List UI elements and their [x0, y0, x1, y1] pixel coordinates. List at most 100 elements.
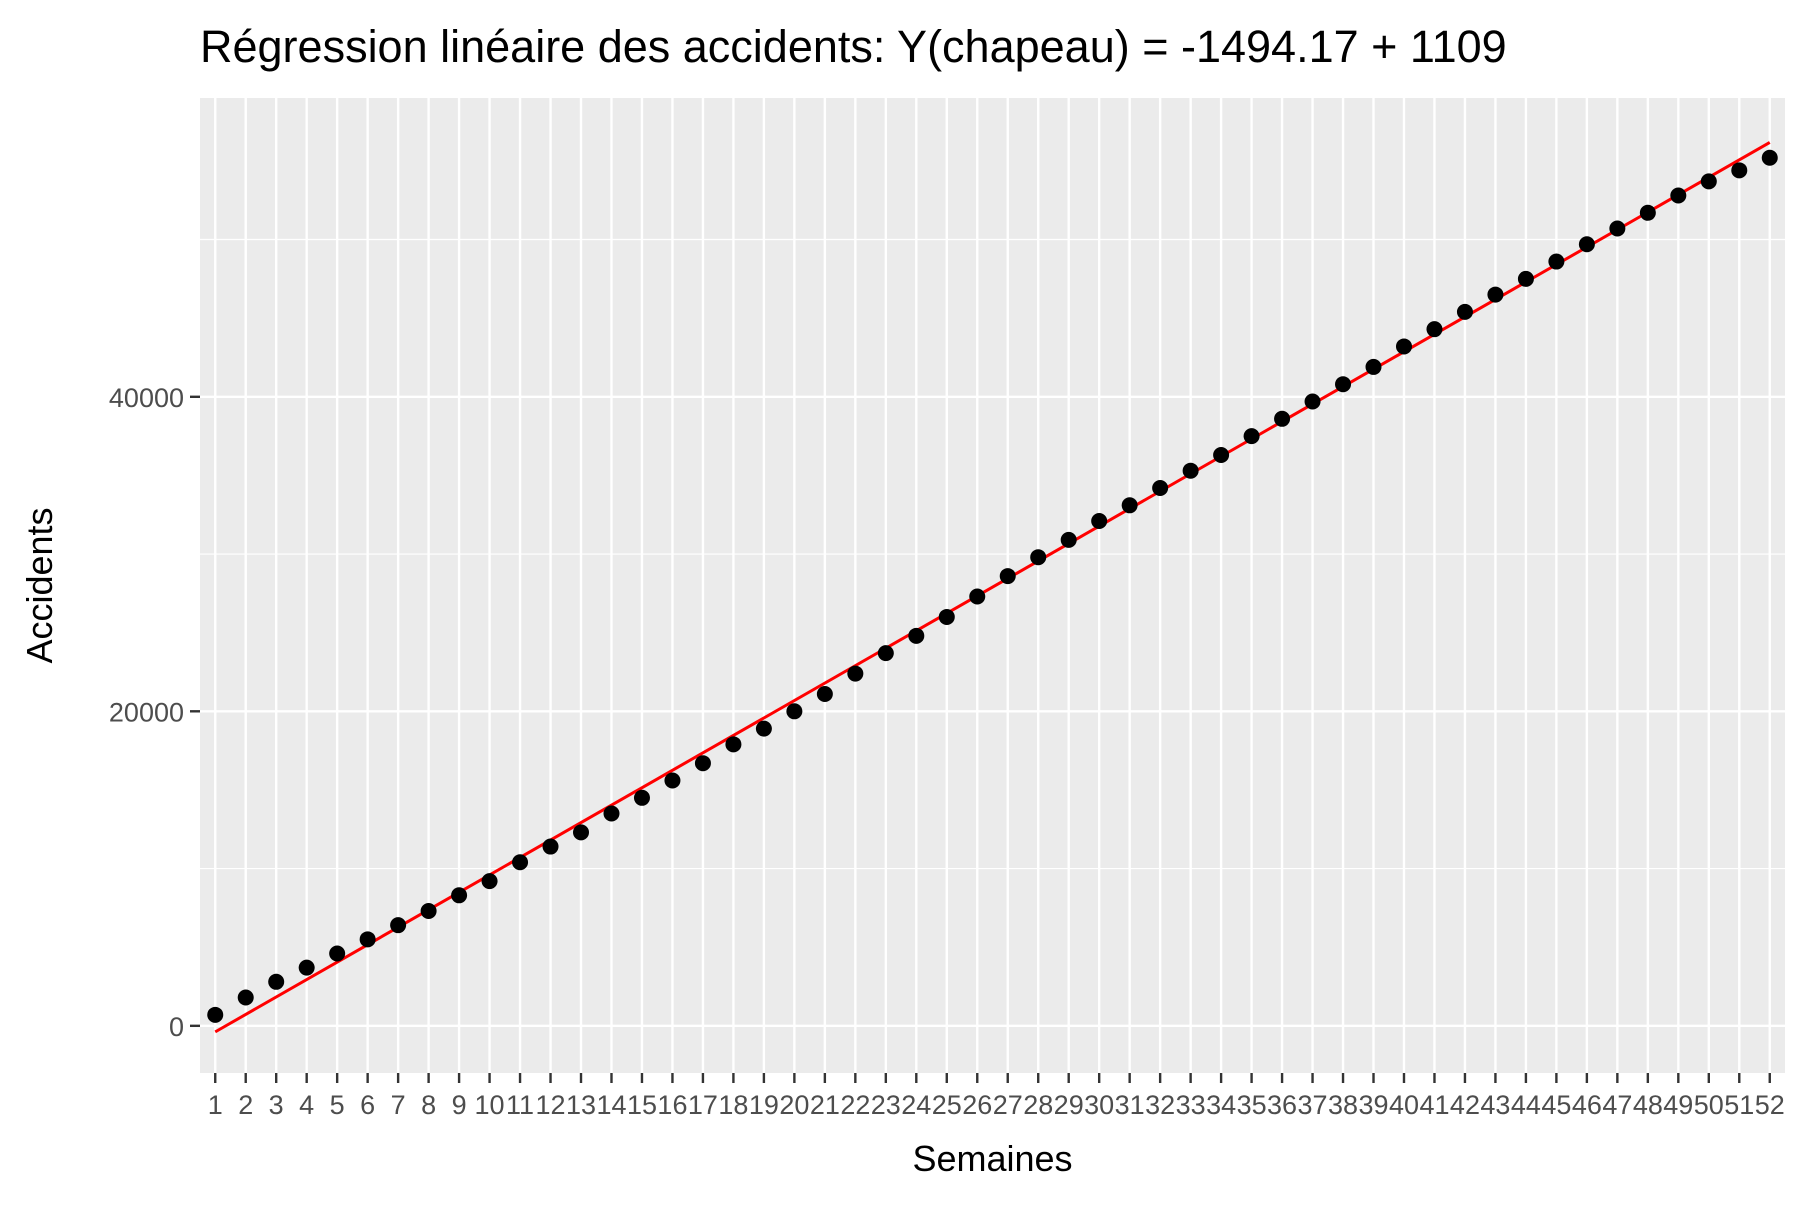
x-tick-label: 6	[360, 1090, 375, 1120]
y-tick-label: 40000	[109, 383, 184, 413]
data-point	[847, 665, 864, 682]
x-tick-label: 38	[1328, 1090, 1358, 1120]
x-tick-label: 23	[871, 1090, 901, 1120]
regression-line-layer	[214, 141, 1771, 1034]
data-point	[1670, 187, 1687, 204]
x-tick-label: 1	[208, 1090, 223, 1120]
data-point	[573, 824, 590, 841]
data-point	[1182, 462, 1199, 479]
data-point	[390, 917, 407, 934]
data-point	[1030, 549, 1047, 566]
data-point	[329, 945, 346, 962]
x-tick-label: 50	[1694, 1090, 1724, 1120]
x-tick-label: 49	[1663, 1090, 1693, 1120]
x-tick-label: 28	[1023, 1090, 1053, 1120]
x-tick-label: 14	[596, 1090, 626, 1120]
x-axis: 1 2 3 4 5 6 7 8 9 10 11 12 13 14 15 16 17 18 19 20 21 22 23 24 2…	[208, 1073, 1785, 1120]
x-tick-label: 3	[269, 1090, 284, 1120]
data-point	[603, 805, 620, 822]
x-tick-label: 5	[330, 1090, 345, 1120]
x-tick-label: 32	[1145, 1090, 1175, 1120]
x-tick-label: 11	[506, 1090, 534, 1120]
data-point	[451, 887, 468, 904]
x-tick-label: 47	[1602, 1090, 1632, 1120]
data-point	[1487, 286, 1504, 303]
x-tick-label: 43	[1480, 1090, 1510, 1120]
data-point	[1274, 410, 1291, 427]
data-point	[512, 854, 529, 871]
x-tick-label: 4	[299, 1090, 314, 1120]
x-tick-label: 30	[1084, 1090, 1114, 1120]
y-axis: 0 20000 40000	[109, 383, 200, 1042]
x-tick-label: 37	[1298, 1090, 1328, 1120]
x-tick-label: 31	[1115, 1090, 1145, 1120]
x-tick-label: 19	[749, 1090, 779, 1120]
data-point	[1060, 531, 1077, 548]
x-tick-label: 13	[566, 1090, 596, 1120]
x-tick-label: 39	[1358, 1090, 1388, 1120]
data-point	[1456, 303, 1473, 320]
x-tick-label: 42	[1450, 1090, 1480, 1120]
data-point	[1609, 220, 1626, 237]
data-point	[1395, 338, 1412, 355]
x-tick-label: 2	[238, 1090, 253, 1120]
x-tick-label: 34	[1206, 1090, 1236, 1120]
data-point	[1578, 236, 1595, 253]
data-point	[1548, 253, 1565, 270]
data-point	[969, 588, 986, 605]
x-tick-label: 26	[962, 1090, 992, 1120]
y-tick-label: 0	[169, 1012, 184, 1042]
data-point	[207, 1006, 224, 1023]
x-tick-label: 29	[1054, 1090, 1084, 1120]
data-point	[664, 772, 681, 789]
data-point	[938, 608, 955, 625]
chart-title: Régression linéaire des accidents: Y(cha…	[200, 21, 1507, 72]
data-point	[298, 959, 315, 976]
data-point	[999, 568, 1016, 585]
data-point	[633, 789, 650, 806]
x-tick-label: 21	[810, 1090, 840, 1120]
data-point	[1639, 204, 1656, 221]
data-point	[1700, 173, 1717, 190]
x-tick-label: 45	[1541, 1090, 1571, 1120]
data-point	[268, 973, 285, 990]
data-point	[786, 703, 803, 720]
x-tick-label: 15	[627, 1090, 657, 1120]
y-axis-title: Accidents	[19, 507, 60, 663]
x-tick-label: 12	[536, 1090, 566, 1120]
data-point	[420, 903, 437, 920]
data-point	[237, 989, 254, 1006]
data-point	[359, 931, 376, 948]
data-point	[1365, 358, 1382, 375]
x-tick-label: 48	[1633, 1090, 1663, 1120]
data-point	[755, 720, 772, 737]
y-tick-label: 20000	[109, 697, 184, 727]
x-tick-label: 40	[1389, 1090, 1419, 1120]
x-tick-label: 10	[475, 1090, 505, 1120]
grid-minor	[200, 238, 1785, 870]
x-tick-label: 9	[452, 1090, 467, 1120]
data-point	[542, 838, 559, 855]
x-tick-label: 25	[932, 1090, 962, 1120]
x-tick-label: 44	[1511, 1090, 1541, 1120]
x-tick-label: 17	[688, 1090, 718, 1120]
data-point	[1335, 376, 1352, 393]
data-point	[1121, 497, 1138, 514]
data-point	[481, 873, 498, 890]
x-tick-label: 36	[1267, 1090, 1297, 1120]
x-tick-label: 41	[1419, 1090, 1449, 1120]
regression-line	[214, 141, 1771, 1034]
x-tick-label: 18	[718, 1090, 748, 1120]
data-point	[1761, 149, 1778, 166]
x-tick-label: 35	[1237, 1090, 1267, 1120]
data-point	[1243, 428, 1260, 445]
x-tick-label: 7	[391, 1090, 406, 1120]
x-tick-label: 22	[840, 1090, 870, 1120]
data-point	[877, 645, 894, 662]
x-tick-label: 24	[901, 1090, 931, 1120]
data-point	[694, 755, 711, 772]
data-point	[725, 736, 742, 753]
x-tick-label: 46	[1572, 1090, 1602, 1120]
